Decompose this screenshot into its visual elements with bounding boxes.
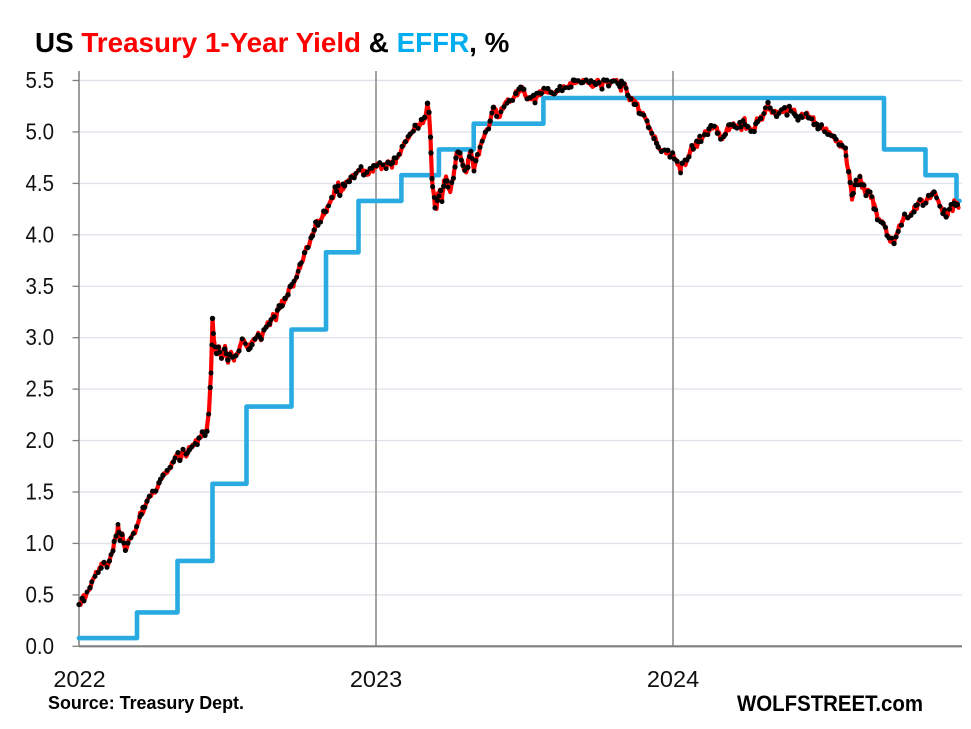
svg-text:US Treasury 1-Year Yield & EFF: US Treasury 1-Year Yield & EFFR, % <box>35 27 509 58</box>
svg-text:5.0: 5.0 <box>26 118 55 144</box>
svg-text:2022: 2022 <box>53 666 105 692</box>
svg-text:0.5: 0.5 <box>26 581 55 607</box>
svg-text:WOLFSTREET.com: WOLFSTREET.com <box>737 691 923 716</box>
svg-text:3.0: 3.0 <box>26 324 55 350</box>
svg-text:2024: 2024 <box>647 666 699 692</box>
svg-text:2023: 2023 <box>350 666 402 692</box>
svg-text:2.0: 2.0 <box>26 427 55 453</box>
svg-text:2.5: 2.5 <box>26 376 55 402</box>
svg-text:4.5: 4.5 <box>26 170 55 196</box>
svg-text:1.5: 1.5 <box>26 479 55 505</box>
svg-text:Source: Treasury Dept.: Source: Treasury Dept. <box>48 693 244 713</box>
svg-text:5.5: 5.5 <box>26 67 55 93</box>
svg-text:1.0: 1.0 <box>26 530 55 556</box>
svg-text:3.5: 3.5 <box>26 273 55 299</box>
svg-text:0.0: 0.0 <box>26 633 55 659</box>
svg-text:4.0: 4.0 <box>26 221 55 247</box>
